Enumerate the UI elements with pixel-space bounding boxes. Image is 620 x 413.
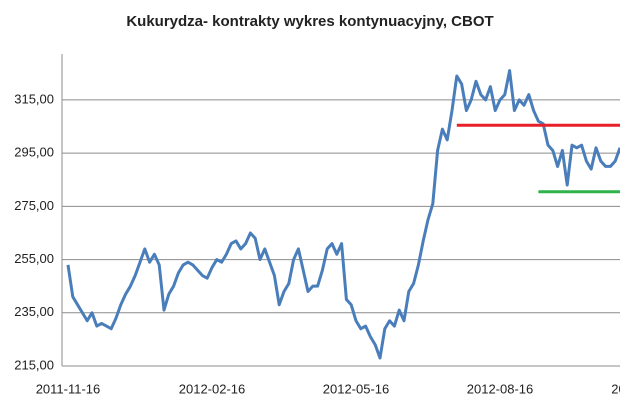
x-tick-label: 2012-05-16 (323, 381, 390, 396)
y-tick-label: 275,00 (14, 198, 54, 213)
x-tick-label: 2012-11-16 (611, 381, 620, 396)
y-tick-label: 315,00 (14, 91, 54, 106)
chart-title: Kukurydza- kontrakty wykres kontynuacyjn… (126, 13, 493, 30)
x-tick-label: 2012-08-16 (467, 381, 534, 396)
y-tick-label: 255,00 (14, 251, 54, 266)
y-tick-label: 235,00 (14, 304, 54, 319)
y-tick-label: 215,00 (14, 357, 54, 372)
x-tick-label: 2011-11-16 (36, 381, 101, 396)
x-tick-label: 2012-02-16 (179, 381, 246, 396)
data-line (66, 69, 620, 360)
y-tick-label: 295,00 (14, 145, 54, 160)
